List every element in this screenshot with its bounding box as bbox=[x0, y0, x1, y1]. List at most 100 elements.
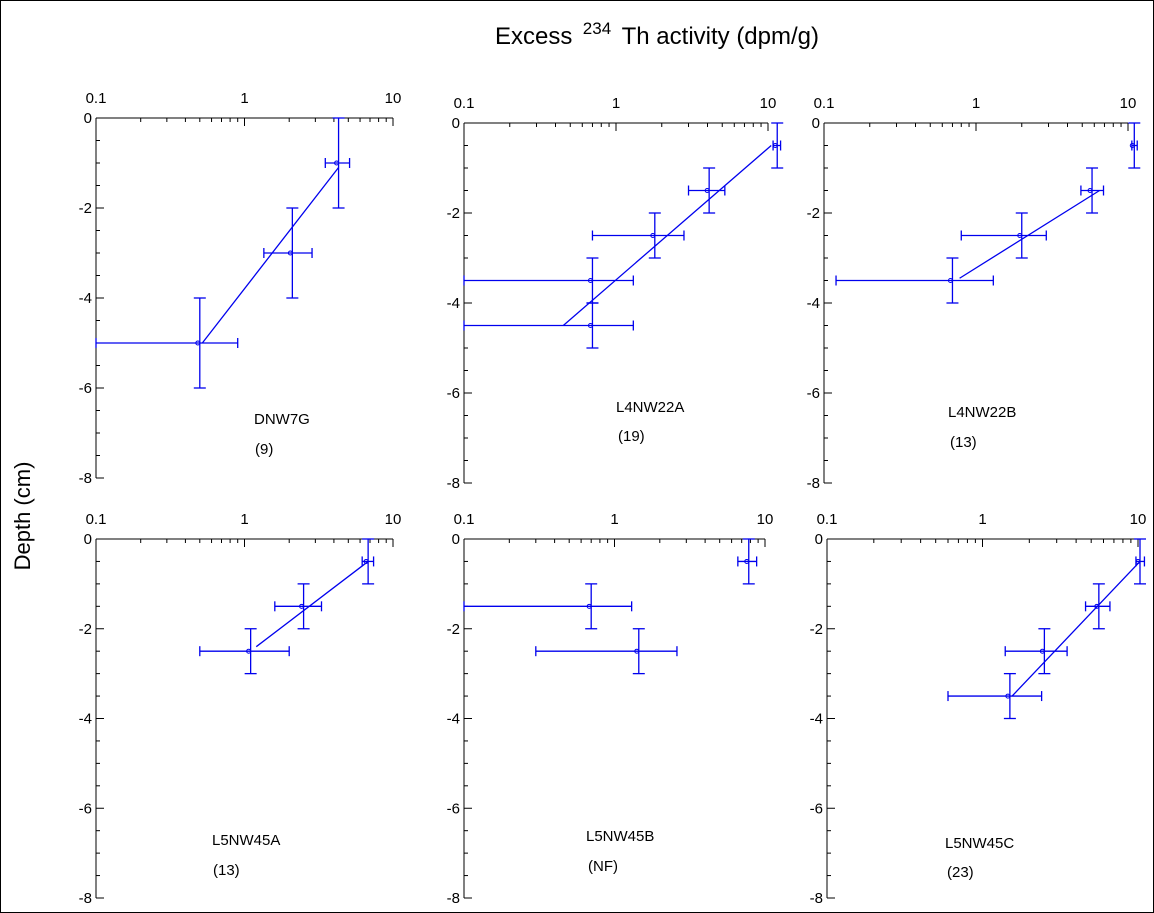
y-tick-label: -6 bbox=[447, 385, 460, 402]
x-tick-label: 10 bbox=[1120, 95, 1137, 112]
y-tick-label: -4 bbox=[810, 711, 823, 728]
y-tick-label: -6 bbox=[807, 385, 820, 402]
fit-line bbox=[959, 189, 1100, 279]
x-tick-label: 10 bbox=[385, 90, 402, 107]
panel-name-label: L4NW22A bbox=[616, 399, 684, 416]
x-tick-label: 0.1 bbox=[454, 511, 475, 528]
point-marker bbox=[1129, 143, 1135, 148]
panel-count-label: (9) bbox=[255, 441, 273, 458]
y-tick-label: -4 bbox=[79, 290, 92, 307]
panel-name-label: L4NW22B bbox=[948, 404, 1016, 421]
y-tick-label: -2 bbox=[447, 621, 460, 638]
panel-l5nw45a: 0.1 1 10 0 -2 -4 -6 -8 L5NW45A (13) bbox=[79, 511, 402, 907]
y-tick-label: -4 bbox=[79, 711, 92, 728]
data-point bbox=[1133, 538, 1146, 585]
point-marker bbox=[704, 188, 710, 193]
point-marker bbox=[363, 558, 369, 564]
x-tick-label: 1 bbox=[240, 511, 248, 528]
panel-count-label: (19) bbox=[618, 428, 645, 445]
y-tick-label: -6 bbox=[79, 380, 92, 397]
y-tick-label: -2 bbox=[447, 205, 460, 222]
point-marker bbox=[587, 323, 593, 328]
figure-y-axis-label: Depth (cm) bbox=[10, 462, 35, 571]
figure-title-suffix: Th activity (dpm/g) bbox=[622, 23, 819, 50]
y-tick-label: 0 bbox=[812, 115, 820, 132]
y-tick-label: -4 bbox=[447, 295, 460, 312]
y-tick-label: 0 bbox=[84, 531, 92, 548]
x-tick-label: 0.1 bbox=[817, 511, 838, 528]
y-tick-label: -8 bbox=[79, 890, 92, 907]
data-point bbox=[535, 628, 678, 675]
point-marker bbox=[287, 250, 293, 256]
y-tick-label: -4 bbox=[807, 295, 820, 312]
panel-name-label: DNW7G bbox=[254, 411, 310, 428]
x-tick-label: 1 bbox=[240, 90, 248, 107]
x-tick-label: 1 bbox=[978, 511, 986, 528]
point-marker bbox=[650, 233, 656, 238]
y-tick-label: -6 bbox=[79, 800, 92, 817]
panel-name-label: L5NW45C bbox=[945, 835, 1014, 852]
panel-count-label: (13) bbox=[950, 434, 977, 451]
x-tick-label: 10 bbox=[1130, 511, 1147, 528]
data-point bbox=[835, 257, 994, 304]
panel-l4nw22a: 0.1 1 10 0 -2 -4 -6 -8 L4NW22A (19) bbox=[447, 95, 784, 492]
y-tick-label: 0 bbox=[84, 110, 92, 127]
panel-count-label: (NF) bbox=[588, 858, 618, 875]
figure-title-superscript: 234 bbox=[583, 19, 611, 38]
point-marker bbox=[586, 603, 592, 609]
point-marker bbox=[195, 340, 201, 346]
panel-l5nw45c: 0.1 1 10 0 -2 -4 -6 -8 L5NW45C (23) bbox=[810, 511, 1147, 907]
point-marker bbox=[772, 143, 778, 148]
point-marker bbox=[246, 648, 252, 654]
data-point bbox=[1004, 628, 1068, 675]
y-tick-label: -8 bbox=[79, 470, 92, 487]
data-point bbox=[263, 207, 313, 299]
point-marker bbox=[634, 648, 640, 654]
y-tick-label: -2 bbox=[79, 621, 92, 638]
x-tick-label: 10 bbox=[757, 511, 774, 528]
y-tick-label: -2 bbox=[810, 621, 823, 638]
point-marker bbox=[587, 278, 593, 283]
fit-line bbox=[201, 167, 340, 344]
data-point bbox=[463, 583, 633, 630]
point-marker bbox=[1039, 648, 1045, 654]
data-point bbox=[274, 583, 323, 630]
y-tick-label: -4 bbox=[447, 711, 460, 728]
y-tick-label: -2 bbox=[79, 200, 92, 217]
data-point bbox=[95, 297, 239, 389]
panel-dnw7g: 0.1 1 10 0 -2 -4 -6 -8 DNW7G (9) bbox=[79, 90, 402, 487]
data-point bbox=[737, 538, 758, 585]
data-point bbox=[1128, 122, 1141, 169]
x-tick-label: 0.1 bbox=[86, 511, 107, 528]
data-point bbox=[463, 302, 634, 349]
data-point bbox=[199, 628, 290, 675]
data-point bbox=[960, 212, 1047, 259]
y-tick-label: 0 bbox=[452, 115, 460, 132]
x-tick-label: 0.1 bbox=[86, 90, 107, 107]
point-marker bbox=[299, 603, 305, 609]
panel-l4nw22b: 0.1 1 10 0 -2 -4 -6 -8 L4NW22B (13) bbox=[807, 95, 1141, 492]
x-tick-label: 1 bbox=[610, 511, 618, 528]
x-tick-label: 10 bbox=[760, 95, 777, 112]
y-tick-label: -8 bbox=[447, 890, 460, 907]
point-marker bbox=[1094, 603, 1100, 609]
y-tick-label: -8 bbox=[447, 475, 460, 492]
point-marker bbox=[1005, 693, 1011, 699]
point-marker bbox=[334, 160, 340, 166]
panel-count-label: (23) bbox=[947, 864, 974, 881]
point-marker bbox=[947, 278, 953, 283]
fit-line bbox=[255, 560, 369, 648]
point-marker bbox=[1017, 233, 1023, 238]
x-tick-label: 0.1 bbox=[454, 95, 475, 112]
data-point bbox=[1084, 583, 1111, 630]
fit-line bbox=[1011, 560, 1141, 697]
panel-name-label: L5NW45A bbox=[212, 832, 280, 849]
data-point bbox=[947, 672, 1043, 720]
panel-l5nw45b: 0.1 1 10 0 -2 -4 -6 -8 L5NW45B (NF) bbox=[447, 511, 774, 907]
figure-title-prefix: Excess bbox=[495, 23, 572, 50]
x-tick-label: 1 bbox=[972, 95, 980, 112]
y-tick-label: -6 bbox=[447, 800, 460, 817]
point-marker bbox=[1135, 558, 1141, 564]
